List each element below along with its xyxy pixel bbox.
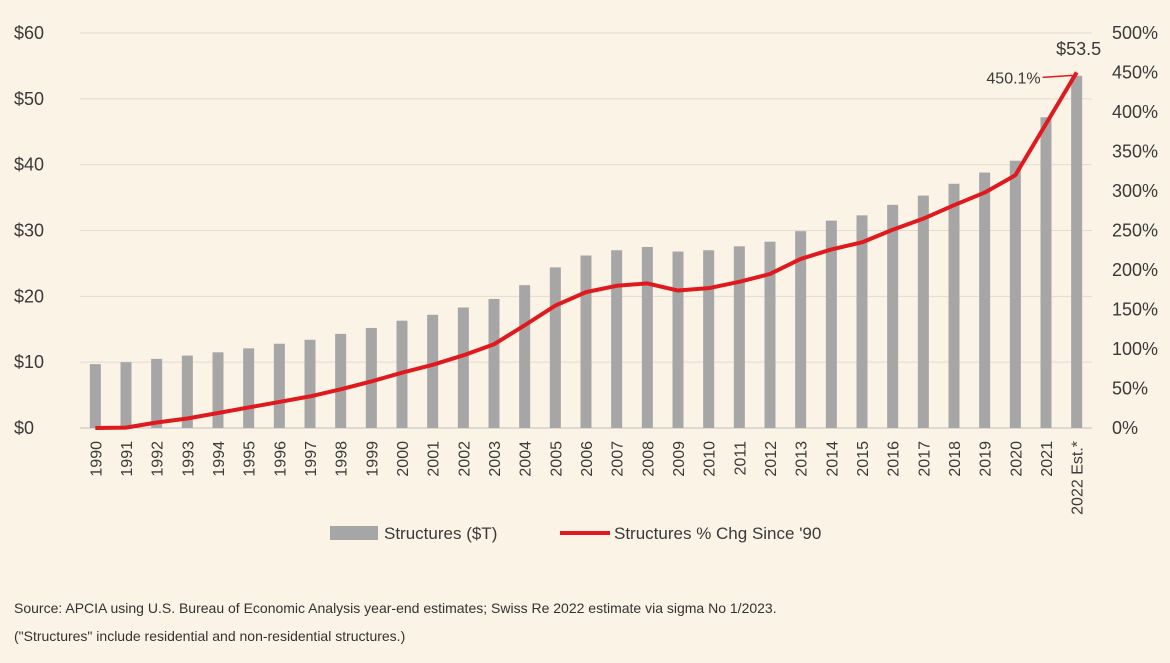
y-right-tick-label: 500%	[1112, 23, 1158, 43]
bar	[273, 343, 285, 428]
x-tick-label: 2005	[548, 441, 565, 477]
source-note-structures: ("Structures" include residential and no…	[14, 628, 406, 644]
x-tick-label: 1995	[242, 441, 259, 477]
bar	[733, 246, 745, 428]
y-right-tick-label: 50%	[1112, 379, 1148, 399]
x-tick-label: 2002	[456, 441, 473, 477]
bar	[1009, 160, 1021, 428]
legend-label-line: Structures % Chg Since '90	[614, 524, 821, 543]
x-tick-label: 2011	[732, 441, 749, 476]
y-right-tick-label: 300%	[1112, 181, 1158, 201]
x-tick-label: 1990	[88, 441, 105, 477]
bar	[519, 285, 531, 428]
bar	[120, 362, 132, 428]
x-tick-label: 1996	[272, 441, 289, 477]
bar	[1071, 75, 1083, 429]
legend-label-bars: Structures ($T)	[384, 524, 497, 543]
x-tick-label: 2010	[702, 441, 719, 477]
bar	[611, 250, 623, 428]
annotation-leader	[1042, 74, 1073, 79]
bar	[795, 231, 807, 428]
x-tick-label: 1998	[334, 441, 351, 477]
x-tick-label: 2000	[395, 441, 412, 477]
y-right-tick-label: 100%	[1112, 339, 1158, 359]
x-tick-label: 1999	[364, 441, 381, 477]
y-left-tick-label: $0	[14, 418, 34, 438]
source-note: Source: APCIA using U.S. Bureau of Econo…	[14, 600, 777, 616]
bar	[549, 267, 561, 428]
bar	[488, 298, 500, 428]
bar	[979, 172, 991, 428]
x-tick-label: 1992	[150, 441, 167, 477]
x-tick-label: 2012	[763, 441, 780, 477]
bar	[641, 246, 653, 428]
y-left-tick-label: $10	[14, 352, 44, 372]
bar	[887, 204, 899, 428]
x-tick-label: 2001	[426, 441, 443, 477]
y-right-tick-label: 400%	[1112, 102, 1158, 122]
y-right-tick-label: 250%	[1112, 221, 1158, 241]
x-tick-label: 2022 Est.*	[1070, 441, 1087, 515]
bar	[457, 307, 469, 428]
x-tick-label: 2013	[794, 441, 811, 477]
bar	[304, 339, 316, 428]
x-tick-label: 2019	[978, 441, 995, 477]
bar-value-label: $53.5	[1056, 39, 1101, 59]
line-series	[95, 71, 1079, 430]
x-tick-label: 2016	[886, 441, 903, 477]
bar	[856, 215, 868, 428]
x-tick-label: 2007	[610, 441, 627, 477]
x-tick-label: 2017	[916, 441, 933, 477]
bar	[580, 255, 592, 428]
bar	[672, 251, 684, 428]
y-right-tick-label: 450%	[1112, 63, 1158, 83]
x-tick-label: 2021	[1039, 441, 1056, 477]
legend-swatch-bars	[330, 526, 378, 540]
y-left-tick-label: $50	[14, 89, 44, 109]
bar	[335, 333, 347, 428]
x-tick-label: 2003	[487, 441, 504, 477]
x-tick-label: 2020	[1008, 441, 1025, 477]
x-tick-label: 2014	[824, 441, 841, 477]
bar	[181, 355, 193, 428]
x-tick-label: 1997	[303, 441, 320, 477]
bar	[703, 250, 715, 428]
x-tick-label: 1994	[211, 441, 228, 477]
bar	[89, 364, 101, 428]
x-tick-label: 1993	[180, 441, 197, 477]
line-value-label: 450.1%	[986, 70, 1040, 87]
bar	[212, 352, 224, 428]
y-right-tick-label: 150%	[1112, 300, 1158, 320]
x-tick-label: 2008	[640, 441, 657, 477]
y-left-tick-label: $20	[14, 286, 44, 306]
y-right-tick-label: 350%	[1112, 142, 1158, 162]
x-tick-label: 2015	[855, 441, 872, 477]
x-tick-label: 2009	[671, 441, 688, 477]
x-tick-label: 2004	[518, 441, 535, 477]
bar	[825, 220, 837, 428]
bar	[427, 314, 439, 428]
bar	[917, 195, 929, 428]
x-tick-label: 1991	[119, 441, 136, 477]
x-tick-label: 2006	[579, 441, 596, 477]
bar	[948, 183, 960, 428]
y-right-tick-label: 200%	[1112, 260, 1158, 280]
y-left-tick-label: $40	[14, 155, 44, 175]
bar	[243, 348, 255, 428]
bar	[1040, 117, 1052, 429]
bar	[151, 358, 163, 428]
y-left-tick-label: $60	[14, 23, 44, 43]
y-right-tick-label: 0%	[1112, 418, 1138, 438]
y-left-tick-label: $30	[14, 221, 44, 241]
bar	[764, 241, 776, 428]
x-tick-label: 2018	[947, 441, 964, 477]
bar	[365, 327, 377, 428]
